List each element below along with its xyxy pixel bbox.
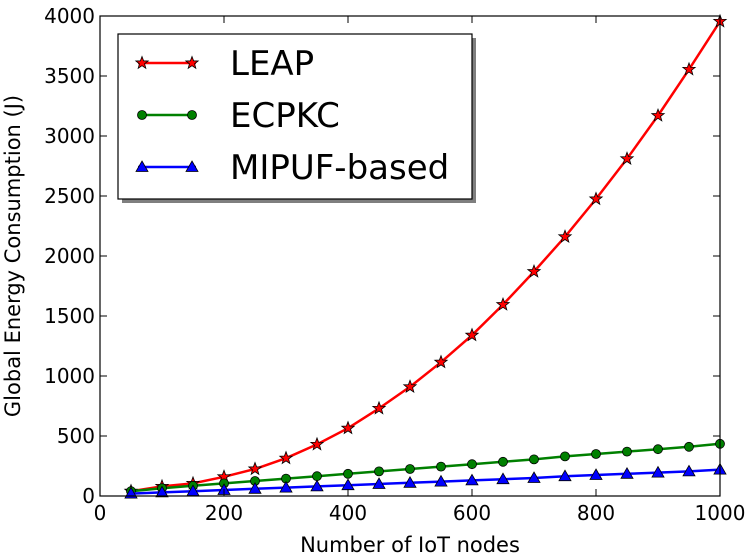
y-tick-label: 500 xyxy=(57,424,95,448)
data-point xyxy=(526,263,542,278)
data-point xyxy=(684,441,694,452)
x-tick-label: 0 xyxy=(94,501,107,525)
x-tick-label: 800 xyxy=(577,501,615,525)
data-point xyxy=(465,473,479,486)
y-tick-label: 4000 xyxy=(44,4,95,28)
y-tick-label: 3500 xyxy=(44,64,95,88)
data-point xyxy=(403,475,417,488)
data-point xyxy=(309,436,325,451)
data-point xyxy=(591,449,601,459)
data-point xyxy=(464,327,480,342)
data-point xyxy=(529,454,539,465)
data-point xyxy=(279,480,293,493)
legend-entry: MIPUF-based xyxy=(135,148,449,188)
data-point xyxy=(434,474,448,487)
data-point xyxy=(588,191,604,206)
series-mipuf-based xyxy=(124,462,727,499)
data-point xyxy=(278,450,294,465)
data-point xyxy=(557,229,573,243)
x-tick-label: 1000 xyxy=(695,501,746,525)
data-point xyxy=(498,456,508,467)
y-tick-label: 3000 xyxy=(44,124,95,148)
data-point xyxy=(622,446,632,457)
data-point xyxy=(619,151,635,165)
data-point xyxy=(467,459,477,470)
data-point xyxy=(247,461,263,476)
data-point xyxy=(651,465,665,478)
y-tick-label: 0 xyxy=(82,484,95,508)
legend-marker xyxy=(134,55,150,70)
y-tick-label: 1000 xyxy=(44,364,95,388)
data-point xyxy=(372,477,386,489)
data-point xyxy=(312,471,322,482)
y-tick-label: 2000 xyxy=(44,244,95,268)
data-point xyxy=(527,471,541,483)
data-point xyxy=(496,472,510,485)
data-point xyxy=(343,468,353,479)
y-axis-label: Global Energy Consumption (J) xyxy=(1,95,25,417)
data-point xyxy=(374,466,384,477)
legend-entry: ECPKC xyxy=(137,96,340,136)
legend-marker xyxy=(137,110,147,120)
data-point xyxy=(558,469,572,482)
data-point xyxy=(433,354,449,369)
y-tick-label: 1500 xyxy=(44,304,95,328)
legend: LEAP ECPKC MIPUF-based xyxy=(117,33,476,203)
legend-label: MIPUF-based xyxy=(230,148,449,188)
series-leap xyxy=(123,13,728,498)
data-point xyxy=(620,466,634,479)
legend-box xyxy=(117,33,473,200)
plot-area xyxy=(123,13,728,499)
axis-ticks: 0 200 400 600 800 1000 0 500 1000 1500 2000 2500 300… xyxy=(44,4,745,525)
data-point xyxy=(405,464,415,474)
data-point xyxy=(589,468,603,480)
legend-marker xyxy=(185,160,199,172)
legend-marker xyxy=(135,160,149,172)
series-line xyxy=(130,468,721,495)
data-point xyxy=(495,296,511,311)
legend-marker xyxy=(187,110,197,120)
series-line xyxy=(130,442,721,493)
data-point xyxy=(682,464,696,477)
y-tick-label: 2500 xyxy=(44,184,95,208)
x-tick-label: 600 xyxy=(453,501,491,525)
data-point xyxy=(653,444,663,455)
legend-entry: LEAP xyxy=(134,44,314,84)
x-tick-label: 400 xyxy=(329,501,367,525)
data-point xyxy=(436,461,446,472)
data-point xyxy=(681,61,697,76)
data-point xyxy=(248,481,262,494)
data-point xyxy=(340,420,356,435)
data-point xyxy=(402,379,418,393)
data-point xyxy=(310,479,324,492)
data-point xyxy=(371,400,387,415)
data-point xyxy=(155,485,169,498)
legend-label: ECPKC xyxy=(230,96,340,136)
data-point xyxy=(650,107,666,122)
x-axis-label: Number of IoT nodes xyxy=(300,533,520,556)
legend-marker xyxy=(184,55,200,70)
data-point xyxy=(560,451,570,462)
series-ecpkc xyxy=(126,438,725,497)
legend-label: LEAP xyxy=(230,44,314,84)
x-tick-label: 200 xyxy=(205,501,243,525)
